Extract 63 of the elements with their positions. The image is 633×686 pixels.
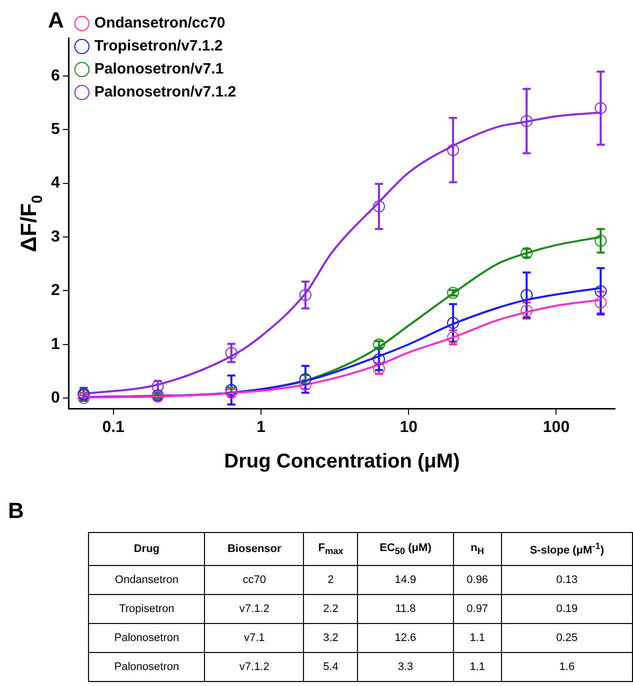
text: 11.8	[395, 602, 416, 615]
text: 12.6	[394, 632, 416, 644]
text: Palonosetron	[114, 660, 180, 673]
y-tick-label: 6	[50, 67, 60, 84]
y-tick-label: 2	[50, 282, 60, 300]
legend-label: Ondansetron/cc70	[94, 14, 226, 32]
text: cc70	[242, 574, 266, 586]
point	[520, 288, 533, 301]
text: v7.1	[244, 632, 265, 644]
text: 3.2	[323, 632, 338, 644]
legend-label: Palonosetron/v7.1	[94, 60, 224, 78]
x-tick-label: 100	[542, 418, 570, 436]
y-tick-label: 3	[50, 228, 60, 246]
text: Tropisetron	[119, 602, 174, 615]
category-label: S-slope (μM$^{-1}$)	[501, 532, 632, 566]
y-tick-label: 0	[50, 389, 60, 406]
text: Ondansetron	[114, 574, 178, 586]
y-axis-title: ΔF/F0	[16, 195, 46, 252]
y-tick-label: 5	[50, 121, 60, 138]
point	[372, 353, 385, 366]
point	[225, 346, 238, 359]
x-axis-title: Drug Concentration (μM)	[224, 450, 460, 473]
legend-label: Palonosetron/v7.1.2	[94, 84, 236, 101]
text: 1.6	[559, 660, 575, 673]
point	[372, 200, 385, 212]
text: 3.3	[398, 660, 414, 673]
text: 2	[328, 574, 334, 586]
category-label: n$_{H}$	[453, 532, 502, 566]
text: 14.9	[394, 574, 416, 586]
point	[447, 144, 460, 156]
y-tick-label: 4	[50, 174, 60, 192]
text: Palonosetron	[114, 632, 180, 644]
x-tick-label: 10	[400, 418, 418, 436]
text: v7.1.2	[239, 602, 270, 615]
text: 2.2	[323, 602, 338, 615]
text: 1.1	[470, 632, 485, 644]
point	[299, 288, 312, 301]
text: 0.96	[466, 574, 488, 586]
text: 0.97	[466, 602, 488, 615]
category-label: EC$_{50}$ (μM)	[358, 532, 454, 566]
x-tick-label: 0.1	[102, 418, 125, 436]
point	[447, 316, 460, 329]
chart-title: A	[48, 7, 64, 32]
y-tick-label: 1	[50, 336, 60, 353]
legend-label: Tropisetron/v7.1.2	[94, 38, 223, 55]
point	[594, 234, 607, 247]
text: 5.4	[323, 660, 338, 673]
text: 0.13	[556, 574, 578, 586]
text: B	[8, 498, 25, 524]
text: 0.19	[556, 602, 578, 615]
point	[520, 304, 533, 317]
point	[594, 285, 607, 298]
point	[447, 286, 460, 299]
point	[594, 102, 607, 114]
text: 1.1	[470, 660, 485, 673]
x-tick-label: 1	[256, 418, 266, 436]
point	[520, 115, 533, 128]
point	[594, 296, 607, 309]
text: v7.1.2	[239, 660, 270, 673]
category-label: Biosensor	[204, 532, 304, 566]
category-label: Drug	[88, 532, 205, 566]
text: 0.25	[556, 632, 578, 644]
category-label: F$_{max}$	[304, 532, 358, 566]
